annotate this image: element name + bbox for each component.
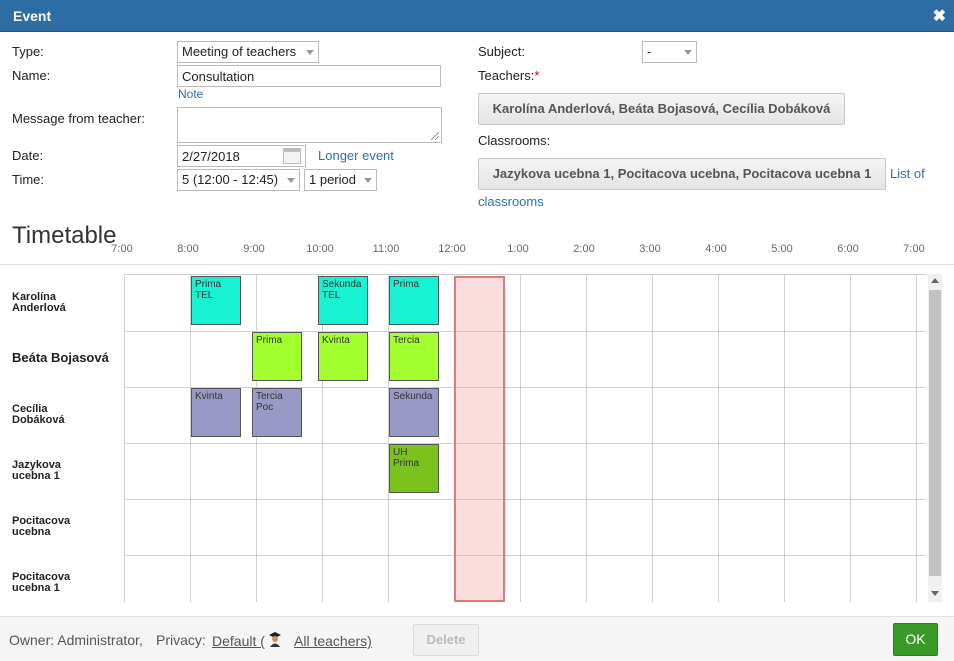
grid-column-line	[322, 275, 323, 602]
hour-label: 10:00	[306, 243, 334, 255]
time-label: Time:	[12, 172, 45, 187]
timetable-row-label: Pocitacova ucebna 1	[12, 571, 71, 594]
classrooms-label: Classrooms:	[478, 133, 551, 148]
subject-select-value: -	[647, 44, 652, 59]
subject-select[interactable]: -	[642, 41, 697, 63]
timetable-divider	[0, 264, 954, 265]
required-marker: *	[534, 68, 540, 83]
hour-label: 9:00	[243, 243, 265, 255]
timetable-event[interactable]: Kvinta	[318, 332, 368, 381]
privacy-link-all-teachers[interactable]: All teachers)	[294, 633, 372, 649]
timetable-event[interactable]: Prima TEL	[191, 276, 241, 325]
timetable-row-label: Jazykova ucebna 1	[12, 459, 61, 482]
list-of-classrooms-link[interactable]: List of	[890, 166, 925, 181]
timetable-event[interactable]: UH Prima	[389, 444, 439, 493]
grid-column-line	[190, 275, 191, 602]
teachers-label: Teachers:*	[478, 68, 540, 83]
hour-label: 7:00	[903, 243, 925, 255]
grid-column-line	[124, 275, 125, 602]
time-select[interactable]: 5 (12:00 - 12:45)	[177, 169, 300, 191]
timetable-row-label: Pocitacova ucebna	[12, 515, 71, 538]
grid-row-line	[124, 443, 926, 444]
timetable-scrollbar[interactable]	[928, 274, 942, 602]
scroll-thumb[interactable]	[929, 290, 941, 576]
grid-row-line	[124, 387, 926, 388]
grid-column-line	[652, 275, 653, 602]
list-of-classrooms-link-cont[interactable]: classrooms	[478, 194, 544, 209]
grid-row-line	[124, 499, 926, 500]
timetable-event[interactable]: Tercia Poc	[252, 388, 302, 437]
hour-label: 6:00	[837, 243, 859, 255]
resize-grip-icon[interactable]	[431, 132, 439, 140]
timetable-grid[interactable]	[124, 274, 926, 602]
type-select-value: Meeting of teachers	[182, 44, 297, 59]
selected-time-slot[interactable]	[454, 276, 505, 602]
time-select-value: 5 (12:00 - 12:45)	[182, 172, 279, 187]
dialog-title: Event	[13, 8, 52, 24]
period-select-value: 1 period	[309, 172, 356, 187]
longer-event-link[interactable]: Longer event	[318, 148, 394, 163]
scroll-down-icon[interactable]	[931, 591, 939, 596]
grid-column-line	[586, 275, 587, 602]
dialog-titlebar: Event ✖	[0, 0, 954, 32]
timetable-row-label: Karolína Anderlová	[12, 291, 66, 314]
chevron-down-icon	[684, 50, 692, 55]
chevron-down-icon	[306, 50, 314, 55]
classrooms-button[interactable]: Jazykova ucebna 1, Pocitacova ucebna, Po…	[478, 158, 886, 190]
grid-row-line	[124, 331, 926, 332]
timetable-event[interactable]: Kvinta	[191, 388, 241, 437]
teachers-button[interactable]: Karolína Anderlová, Beáta Bojasová, Cecí…	[478, 93, 845, 125]
grid-column-line	[916, 275, 917, 602]
delete-button[interactable]: Delete	[413, 624, 479, 656]
grid-column-line	[718, 275, 719, 602]
calendar-icon[interactable]	[283, 148, 301, 164]
hour-label: 12:00	[438, 243, 466, 255]
chevron-down-icon	[287, 178, 295, 183]
hour-label: 4:00	[705, 243, 727, 255]
grid-column-line	[850, 275, 851, 602]
owner-text: Owner: Administrator,	[9, 632, 143, 648]
name-label: Name:	[12, 68, 51, 83]
timetable-event[interactable]: Sekunda TEL	[318, 276, 368, 325]
chevron-down-icon	[364, 178, 372, 183]
grid-column-line	[256, 275, 257, 602]
hour-label: 11:00	[372, 243, 400, 255]
privacy-label: Privacy:	[156, 632, 206, 648]
type-select[interactable]: Meeting of teachers	[177, 41, 319, 63]
scroll-up-icon[interactable]	[931, 278, 939, 283]
timetable-event[interactable]: Prima	[252, 332, 302, 381]
grid-column-line	[388, 275, 389, 602]
ok-button[interactable]: OK	[893, 623, 938, 656]
privacy-link[interactable]: Default (	[212, 633, 265, 649]
date-label: Date:	[12, 148, 44, 163]
close-icon[interactable]: ✖	[932, 8, 946, 25]
dialog-footer: Owner: Administrator, Privacy: Default (…	[0, 616, 954, 661]
message-label: Message from teacher:	[12, 111, 145, 126]
timetable-row-label: Cecília Dobáková	[12, 403, 65, 426]
date-input[interactable]	[177, 145, 306, 167]
teacher-icon	[269, 632, 281, 647]
name-input[interactable]	[177, 65, 441, 87]
timetable-event[interactable]: Prima	[389, 276, 439, 325]
subject-label: Subject:	[478, 44, 525, 59]
timetable-title: Timetable	[12, 222, 117, 249]
message-textarea[interactable]	[177, 107, 442, 143]
hour-label: 3:00	[639, 243, 661, 255]
hour-label: 8:00	[177, 243, 199, 255]
note-link[interactable]: Note	[178, 87, 204, 101]
hour-label: 1:00	[507, 243, 529, 255]
grid-column-line	[784, 275, 785, 602]
hour-label: 2:00	[573, 243, 595, 255]
grid-column-line	[520, 275, 521, 602]
grid-row-line	[124, 555, 926, 556]
hour-label: 7:00	[111, 243, 133, 255]
timetable-row-label: Beáta Bojasová	[12, 350, 109, 365]
period-select[interactable]: 1 period	[304, 169, 377, 191]
timetable-event[interactable]: Sekunda	[389, 388, 439, 437]
type-label: Type:	[12, 44, 44, 59]
hour-label: 5:00	[771, 243, 793, 255]
timetable-event[interactable]: Tercia	[389, 332, 439, 381]
